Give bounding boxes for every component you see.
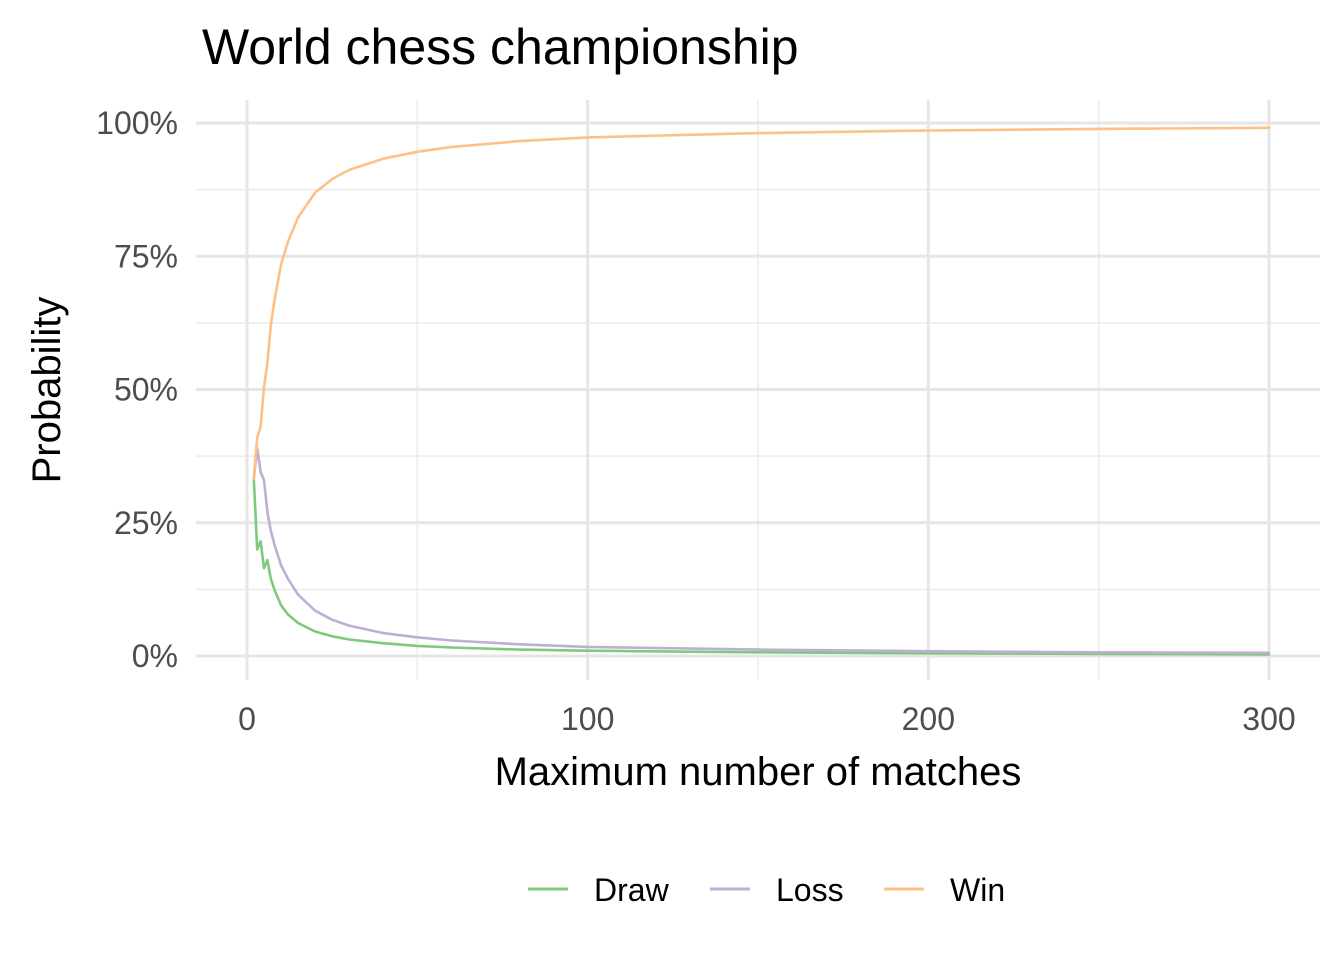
legend-label: Win (950, 872, 1005, 908)
chart-title: World chess championship (202, 19, 799, 75)
major-gridlines (196, 100, 1320, 680)
x-tick-label: 300 (1242, 701, 1295, 737)
y-tick-label: 50% (114, 372, 178, 408)
series-line-loss (252, 446, 1271, 655)
series-line-draw (252, 477, 1271, 656)
legend-item-win: Win (884, 872, 1005, 908)
y-tick-label: 75% (114, 238, 178, 274)
x-tick-label: 100 (561, 701, 614, 737)
legend: Draw Loss Win (528, 872, 1005, 908)
x-tick-label: 0 (238, 701, 256, 737)
y-tick-label: 25% (114, 505, 178, 541)
legend-item-loss: Loss (710, 872, 844, 908)
legend-item-draw: Draw (528, 872, 670, 908)
series-lines (252, 126, 1271, 656)
legend-label: Loss (776, 872, 844, 908)
y-tick-labels: 0% 25% 50% 75% 100% (96, 105, 178, 674)
legend-label: Draw (594, 872, 670, 908)
x-tick-labels: 0 100 200 300 (238, 701, 1296, 737)
series-line-win (252, 126, 1271, 480)
x-tick-label: 200 (902, 701, 955, 737)
y-tick-label: 0% (132, 638, 178, 674)
y-axis-title: Probability (25, 297, 69, 484)
y-tick-label: 100% (96, 105, 178, 141)
minor-gridlines (196, 100, 1320, 680)
x-axis-title: Maximum number of matches (495, 750, 1022, 794)
